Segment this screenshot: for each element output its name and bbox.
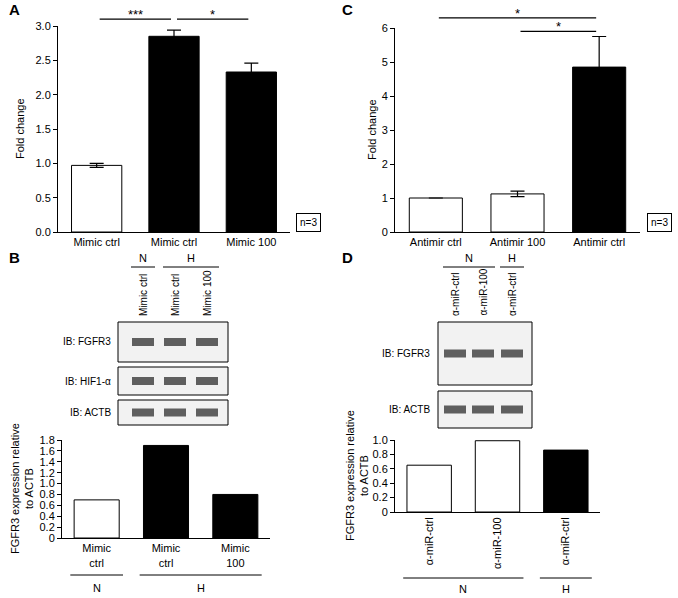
svg-text:Mimicctrl: Mimicctrl [152,542,181,568]
svg-text:0.8: 0.8 [40,488,55,500]
svg-text:1.5: 1.5 [36,123,51,135]
svg-text:α-miR-ctrl: α-miR-ctrl [559,517,571,565]
svg-text:n=3: n=3 [651,217,668,228]
svg-text:n=3: n=3 [300,217,317,228]
svg-text:1.0: 1.0 [40,477,55,489]
svg-text:0.8: 0.8 [373,448,388,460]
svg-text:N: N [139,252,147,264]
svg-text:0: 0 [382,226,388,238]
svg-text:D: D [342,249,353,266]
svg-text:*: * [210,7,215,22]
svg-text:Mimicctrl: Mimicctrl [82,542,111,568]
svg-text:α-miR-ctrl: α-miR-ctrl [450,272,461,316]
svg-text:0.2: 0.2 [373,491,388,503]
svg-text:Mimic100: Mimic100 [221,542,250,568]
svg-text:1: 1 [382,192,388,204]
svg-text:Antimir ctrl: Antimir ctrl [573,236,625,248]
svg-text:0.4: 0.4 [40,510,55,522]
svg-text:IB: HIF1-α: IB: HIF1-α [65,376,111,387]
svg-text:2.0: 2.0 [36,89,51,101]
svg-text:0.5: 0.5 [36,192,51,204]
svg-text:IB: ACTB: IB: ACTB [389,404,430,415]
svg-text:C: C [342,1,353,18]
svg-text:1.8: 1.8 [40,434,55,446]
svg-text:1.0: 1.0 [373,434,388,446]
svg-text:4: 4 [382,90,388,102]
svg-text:0.0: 0.0 [36,226,51,238]
svg-text:N: N [465,252,473,264]
svg-text:α-miR-ctrl: α-miR-ctrl [423,517,435,565]
svg-text:A: A [9,1,20,18]
svg-text:5: 5 [382,56,388,68]
svg-text:IB: ACTB: IB: ACTB [70,407,111,418]
svg-text:Antimir 100: Antimir 100 [490,236,546,248]
svg-text:H: H [562,583,570,595]
svg-text:6: 6 [382,22,388,34]
svg-text:0.6: 0.6 [40,499,55,511]
svg-text:N: N [93,582,101,594]
svg-text:Mimic ctrl: Mimic ctrl [138,274,149,316]
svg-text:FGFR3 expression relativeto AC: FGFR3 expression relativeto ACTB [9,423,35,554]
svg-text:IB: FGFR3: IB: FGFR3 [382,348,430,359]
svg-text:1.6: 1.6 [40,445,55,457]
svg-text:IB: FGFR3: IB: FGFR3 [63,336,111,347]
svg-text:1.2: 1.2 [40,467,55,479]
svg-text:H: H [187,252,195,264]
svg-text:2: 2 [382,158,388,170]
svg-text:α-miR-100: α-miR-100 [491,517,503,569]
svg-text:FGFR3 expression relativeto AC: FGFR3 expression relativeto ACTB [344,410,370,541]
svg-text:*: * [515,6,520,21]
svg-text:0: 0 [382,506,388,518]
svg-text:***: *** [128,7,143,22]
svg-text:0.6: 0.6 [373,463,388,475]
svg-text:1.0: 1.0 [36,157,51,169]
svg-text:Mimic ctrl: Mimic ctrl [151,236,197,248]
svg-text:0.2: 0.2 [40,521,55,533]
svg-text:2.5: 2.5 [36,54,51,66]
svg-text:α-miR-100: α-miR-100 [478,268,489,315]
svg-text:*: * [556,19,561,34]
svg-text:0.4: 0.4 [373,477,388,489]
svg-text:H: H [508,252,516,264]
svg-text:Mimic 100: Mimic 100 [226,236,276,248]
svg-text:α-miR-ctrl: α-miR-ctrl [507,272,518,316]
svg-text:N: N [459,583,467,595]
svg-text:3.0: 3.0 [36,20,51,32]
svg-text:Mimic 100: Mimic 100 [202,270,213,316]
svg-text:H: H [197,582,205,594]
svg-text:3: 3 [382,124,388,136]
svg-text:1.4: 1.4 [40,456,55,468]
svg-text:B: B [9,249,20,266]
svg-text:Fold change: Fold change [366,99,378,160]
svg-text:Antimir ctrl: Antimir ctrl [410,236,462,248]
svg-text:0: 0 [49,532,55,544]
svg-text:Fold change: Fold change [14,98,26,159]
svg-text:Mimic ctrl: Mimic ctrl [73,236,119,248]
svg-text:Mimic ctrl: Mimic ctrl [170,274,181,316]
